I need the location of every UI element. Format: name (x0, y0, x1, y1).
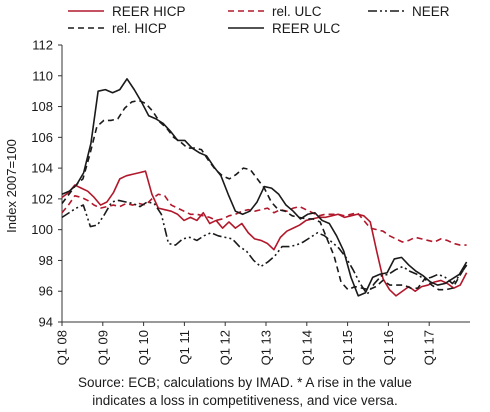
y-tick-label: 104 (31, 161, 53, 176)
x-tick-label: Q1 10 (136, 330, 151, 365)
plot-area (61, 78, 468, 297)
y-tick-label: 110 (32, 68, 53, 83)
series-line-rel-ulc (61, 193, 467, 246)
y-tick-label: 102 (31, 191, 53, 206)
legend-label-rel-hicp: rel. HICP (112, 21, 167, 36)
caption-line-2: indicates a loss in competitiveness, and… (92, 393, 398, 408)
y-tick-label: 98 (39, 253, 53, 268)
y-tick-label: 94 (39, 315, 53, 330)
y-tick-label: 112 (32, 38, 53, 53)
x-tick-label: Q1 13 (259, 330, 274, 365)
y-tick-label: 100 (31, 222, 53, 237)
y-tick-label: 108 (31, 99, 53, 114)
x-tick-label: Q1 14 (299, 330, 314, 365)
x-tick-label: Q1 16 (381, 330, 396, 365)
y-axis-label: Index 2007=100 (4, 139, 19, 233)
x-tick-label: Q1 12 (218, 330, 233, 365)
x-tick-label: Q1 11 (177, 330, 192, 364)
x-axis: Q1 08 Q1 09 Q1 10 Q1 11 Q1 12 Q1 13 Q1 14 Q1 15… (55, 321, 470, 365)
caption-line-1: Source: ECB; calculations by IMAD. * A r… (78, 375, 412, 390)
series-line-reer-hicp (61, 170, 468, 297)
legend-label-neer: NEER (412, 4, 450, 19)
legend-label-reer-ulc: REER ULC (272, 21, 341, 36)
x-tick-label: Q1 17 (422, 330, 437, 365)
x-tick-label: Q1 08 (55, 330, 70, 365)
series-line-reer-ulc (61, 78, 468, 297)
y-tick-label: 96 (39, 284, 53, 299)
y-axis: 94 96 98 100 102 104 106 108 110 112 (31, 38, 63, 330)
x-tick-label: Q1 15 (340, 330, 355, 365)
x-tick-label: Q1 09 (95, 330, 110, 365)
y-tick-label: 106 (31, 130, 53, 145)
legend: REER HICP rel. ULC NEER rel. HICP REER ULC (68, 4, 450, 36)
legend-label-rel-ulc: rel. ULC (272, 4, 322, 19)
legend-label-reer-hicp: REER HICP (112, 4, 186, 19)
series-line-neer (61, 199, 468, 296)
